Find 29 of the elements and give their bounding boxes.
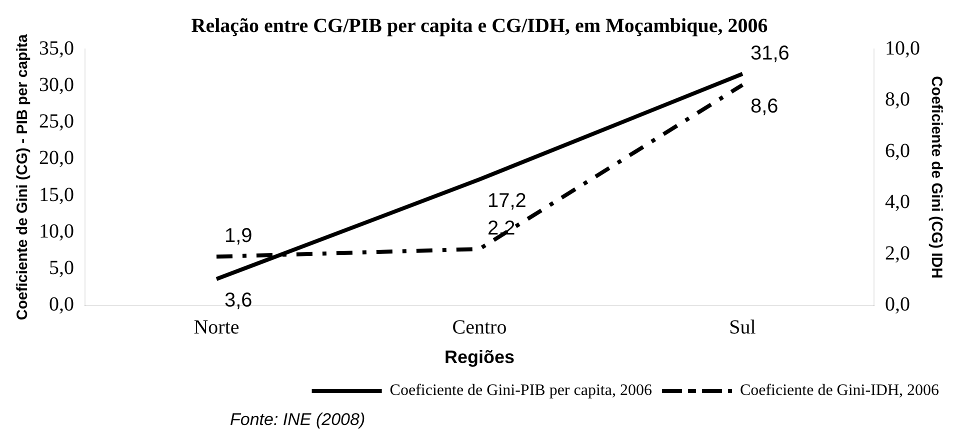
data-label: 17,2 (488, 190, 526, 212)
y2-axis-title: Coeficiente de Gini (CG) IDH (928, 76, 945, 278)
y-tick-label: 30,0 (39, 74, 74, 96)
data-label: 3,6 (224, 290, 252, 312)
x-tick-label: Centro (452, 316, 507, 339)
x-tick-label: Norte (194, 316, 240, 339)
x-axis-title: Regiões (444, 347, 515, 368)
y-tick-label: 5,0 (49, 257, 74, 280)
y-tick-label: 20,0 (39, 147, 74, 170)
x-tick-label: Sul (729, 316, 756, 339)
y2-tick-label: 10,0 (885, 37, 920, 60)
y2-tick-label: 8,0 (885, 88, 910, 111)
y-tick-label: 0,0 (49, 294, 74, 316)
y2-tick-label: 4,0 (885, 191, 910, 214)
legend-label: Coeficiente de Gini-IDH, 2006 (740, 382, 940, 400)
source-note: Fonte: INE (2008) (230, 410, 366, 430)
y-axis-title: Coeficiente de Gini (CG) - PIB per capita (14, 34, 32, 320)
y-tick-label: 25,0 (39, 110, 74, 133)
legend-label: Coeficiente de Gini-PIB per capita, 2006 (390, 382, 652, 400)
chart-title: Relação entre CG/PIB per capita e CG/IDH, em Moçambique, 2006 (191, 15, 768, 38)
data-label: 1,9 (224, 225, 252, 248)
y-tick-label: 35,0 (39, 37, 74, 60)
data-label: 8,6 (750, 95, 778, 118)
y2-tick-label: 6,0 (885, 140, 910, 162)
y2-tick-label: 2,0 (885, 242, 910, 264)
y2-tick-label: 0,0 (885, 294, 910, 316)
data-label: 31,6 (750, 42, 790, 64)
y-tick-label: 10,0 (39, 220, 74, 242)
y-tick-label: 15,0 (39, 184, 74, 206)
